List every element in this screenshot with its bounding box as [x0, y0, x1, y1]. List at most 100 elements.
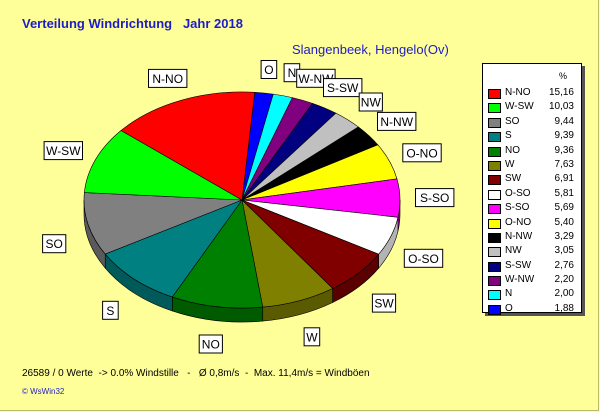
- legend-label: N-NO: [505, 87, 531, 98]
- legend-entry-o-no: O-NO 5,40: [488, 216, 576, 230]
- pie-label-n-nw: N-NW: [377, 111, 417, 131]
- legend-value: 5,81: [554, 187, 574, 199]
- legend-value: 9,39: [554, 130, 574, 142]
- chart-title: Verteilung Windrichtung Jahr 2018: [22, 16, 243, 31]
- legend-entry-o: O 1,88: [488, 302, 576, 316]
- legend-value: 15,16: [548, 87, 574, 98]
- legend-swatch: [488, 117, 501, 128]
- pie-slice-so: [83, 192, 243, 255]
- legend-entry-no: NO 9,36: [488, 144, 576, 158]
- svg-text:O-SO: O-SO: [408, 252, 439, 266]
- legend-label: SW: [505, 173, 522, 185]
- legend-label: O-SO: [505, 187, 531, 199]
- svg-text:W: W: [306, 330, 318, 344]
- legend-swatch: [488, 175, 501, 186]
- legend-value: 6,91: [554, 173, 574, 185]
- pie-slice-w-sw: [84, 130, 243, 201]
- legend-swatch: [488, 276, 501, 287]
- legend-swatch: [488, 218, 501, 229]
- legend-entry-sw: SW 6,91: [488, 172, 576, 186]
- legend-label: O-NO: [505, 216, 532, 228]
- pie-label-w-sw: W-SW: [43, 141, 83, 161]
- pie-slice-s: [104, 199, 243, 298]
- legend-value: 2,00: [554, 288, 574, 300]
- legend-entry-s-so: S-SO 5,69: [488, 201, 576, 215]
- pie-label-nw: NW: [358, 92, 383, 112]
- pie-label-w: W: [303, 327, 321, 347]
- svg-text:O: O: [264, 63, 273, 77]
- legend-swatch: [488, 103, 501, 114]
- svg-text:W-SW: W-SW: [46, 144, 81, 158]
- legend-value: 10,03: [548, 101, 574, 113]
- legend-label: NW: [505, 245, 522, 257]
- legend-swatch: [488, 132, 501, 143]
- legend-swatch: [488, 189, 501, 200]
- pie-label-so: SO: [42, 234, 67, 254]
- legend-value: 9,36: [554, 144, 574, 156]
- legend-swatch: [488, 290, 501, 301]
- legend: % N-NO 15,16 W-SW 10,03 SO 9,44 S 9,39 NO 9,36 W 7,…: [482, 63, 582, 316]
- legend-value: 1,88: [554, 302, 574, 314]
- legend-entry-o-so: O-SO 5,81: [488, 187, 576, 201]
- svg-text:SO: SO: [46, 237, 63, 251]
- pie-label-no: NO: [198, 334, 223, 354]
- pie-label-s: S: [102, 300, 119, 320]
- legend-header: %: [558, 71, 567, 81]
- legend-entry-so: SO 9,44: [488, 115, 576, 129]
- station-name: Slangenbeek, Hengelo(Ov): [292, 42, 449, 57]
- legend-value: 2,76: [554, 259, 574, 271]
- legend-entry-n-no: N-NO 15,16: [488, 86, 576, 100]
- legend-entry-w-sw: W-SW 10,03: [488, 100, 576, 114]
- svg-text:S-SW: S-SW: [327, 81, 359, 95]
- pie-slice-n-no: [120, 91, 256, 201]
- svg-text:N-NO: N-NO: [152, 72, 183, 86]
- legend-entry-w-nw: W-NW 2,20: [488, 273, 576, 287]
- footer-summary: 26589 / 0 Werte -> 0.0% Windstille - Ø 0…: [22, 368, 370, 379]
- legend-value: 3,05: [554, 245, 574, 257]
- legend-value: 5,40: [554, 216, 574, 228]
- pie-label-o: O: [260, 60, 278, 79]
- pie-slice-no: [171, 199, 264, 309]
- legend-entry-n: N 2,00: [488, 287, 576, 301]
- pie-label-n-no: N-NO: [148, 68, 188, 88]
- legend-swatch: [488, 89, 501, 99]
- legend-entry-s: S 9,39: [488, 129, 576, 143]
- legend-label: W: [505, 158, 515, 170]
- svg-text:N-NW: N-NW: [380, 115, 413, 129]
- legend-swatch: [488, 232, 501, 243]
- svg-text:NO: NO: [202, 338, 220, 352]
- pie-label-s-sw: S-SW: [323, 78, 363, 98]
- svg-text:S-SO: S-SO: [420, 191, 449, 205]
- legend-label: W-NW: [505, 274, 535, 286]
- legend-swatch: [488, 146, 501, 157]
- svg-text:O-NO: O-NO: [406, 146, 437, 160]
- pie-label-o-so: O-SO: [403, 248, 444, 268]
- legend-label: S: [505, 130, 512, 142]
- legend-label: S-SO: [505, 202, 530, 214]
- footer-credit: © WsWin32: [22, 387, 65, 396]
- legend-label: NO: [505, 144, 520, 156]
- legend-value: 7,63: [554, 158, 574, 170]
- pie-labels: O N W-NWS-SWNWN-NWO-NOS-SOO-SOSWWNOSSOW-SW…: [42, 60, 455, 354]
- svg-text:SW: SW: [374, 297, 394, 311]
- legend-swatch: [488, 247, 501, 258]
- pie-top: [83, 91, 401, 309]
- legend-label: N-NW: [505, 230, 533, 242]
- svg-text:S: S: [106, 304, 114, 318]
- legend-value: 3,29: [554, 230, 574, 242]
- legend-entry-w: W 7,63: [488, 158, 576, 172]
- legend-label: SO: [505, 115, 520, 127]
- legend-entry-s-sw: S-SW 2,76: [488, 259, 576, 273]
- legend-rows: N-NO 15,16 W-SW 10,03 SO 9,44 S 9,39 NO 9,36 W 7,63…: [488, 86, 576, 316]
- legend-entry-n-nw: N-NW 3,29: [488, 230, 576, 244]
- pie-label-s-so: S-SO: [415, 188, 455, 208]
- legend-entry-nw: NW 3,05: [488, 244, 576, 258]
- svg-text:NW: NW: [361, 96, 382, 110]
- legend-label: W-SW: [505, 101, 534, 113]
- legend-value: 5,69: [554, 202, 574, 214]
- legend-swatch: [488, 304, 501, 315]
- legend-swatch: [488, 204, 501, 215]
- svg-text:N: N: [288, 66, 297, 80]
- pie-label-sw: SW: [371, 293, 397, 313]
